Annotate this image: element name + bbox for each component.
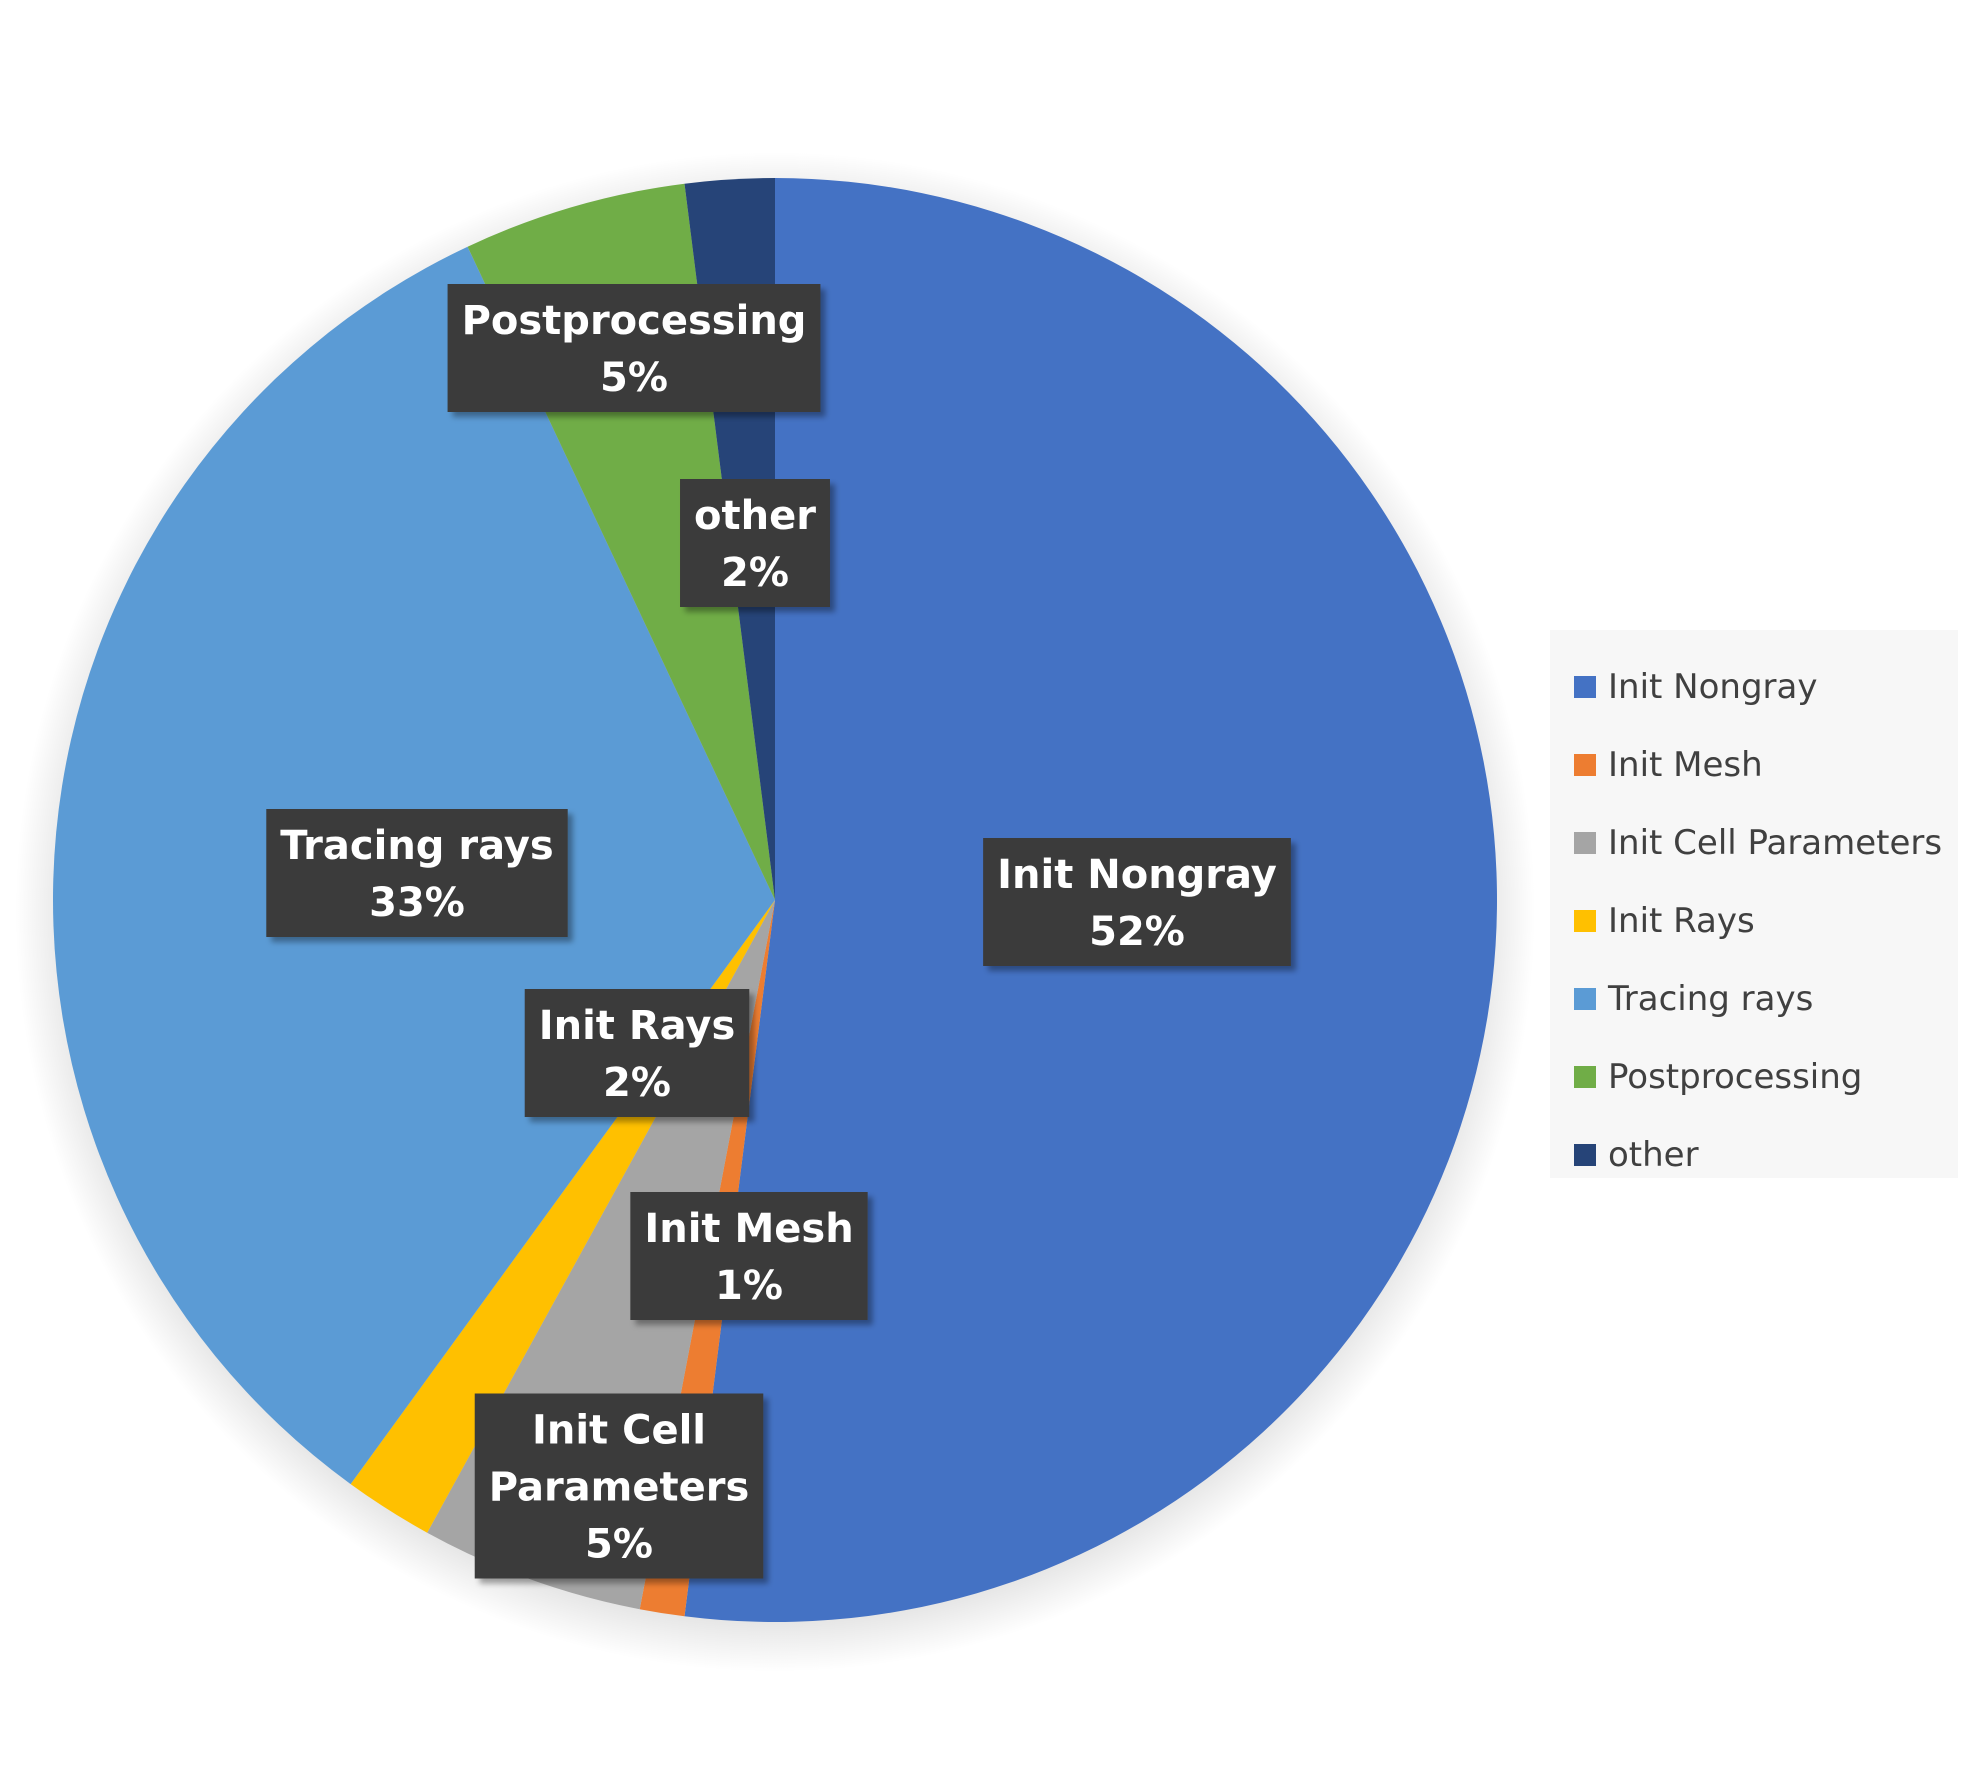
legend-swatch — [1574, 832, 1596, 854]
legend-label: Init Cell Parameters — [1608, 823, 1943, 863]
legend-item: other — [1574, 1116, 1958, 1194]
data-label-category: Init Cell — [532, 1408, 706, 1454]
data-label-category: Init Mesh — [644, 1206, 853, 1252]
legend-swatch — [1574, 676, 1596, 698]
legend-swatch — [1574, 1144, 1596, 1166]
data-label-category: Tracing rays — [280, 823, 553, 869]
legend-item: Tracing rays — [1574, 960, 1958, 1038]
data-label-other: other 2% — [680, 479, 830, 607]
data-label-init-cell-parameters: Init Cell Parameters 5% — [474, 1393, 764, 1579]
legend-item: Init Mesh — [1574, 726, 1958, 804]
data-label-value: 2% — [721, 550, 789, 596]
data-label-category: Init Rays — [539, 1003, 736, 1049]
data-labels: Init Nongray 52% Init Mesh 1% Init Cell Param… — [266, 284, 1291, 1579]
data-label-category: other — [694, 493, 816, 539]
legend-item: Init Nongray — [1574, 648, 1958, 726]
legend-label: Tracing rays — [1608, 979, 1814, 1019]
data-label-postprocessing: Postprocessing 5% — [447, 284, 821, 412]
data-label-value: 5% — [585, 1522, 653, 1568]
data-label-init-mesh: Init Mesh 1% — [630, 1192, 868, 1320]
legend-label: other — [1608, 1135, 1699, 1175]
data-label-value: 52% — [1089, 909, 1185, 955]
legend-swatch — [1574, 754, 1596, 776]
data-label-box — [524, 989, 750, 1117]
data-label-box — [447, 284, 821, 412]
data-label-box — [983, 838, 1291, 966]
data-label-box — [630, 1192, 868, 1320]
legend-swatch — [1574, 988, 1596, 1010]
legend: Init Nongray Init Mesh Init Cell Parameter… — [1550, 630, 1958, 1178]
data-label-init-rays: Init Rays 2% — [524, 989, 750, 1117]
legend-item: Init Cell Parameters — [1574, 804, 1958, 882]
data-label-value: 5% — [600, 355, 668, 401]
legend-swatch — [1574, 910, 1596, 932]
data-label-value: 33% — [369, 880, 465, 926]
legend-item: Init Rays — [1574, 882, 1958, 960]
legend-swatch — [1574, 1066, 1596, 1088]
legend-item: Postprocessing — [1574, 1038, 1958, 1116]
data-label-value: 2% — [603, 1060, 671, 1106]
data-label-value: 1% — [715, 1263, 783, 1309]
legend-label: Init Mesh — [1608, 745, 1763, 785]
legend-label: Postprocessing — [1608, 1057, 1863, 1097]
data-label-tracing-rays: Tracing rays 33% — [266, 809, 568, 937]
data-label-category: Init Nongray — [997, 852, 1277, 898]
data-label-box — [474, 1393, 764, 1579]
data-label-category: Parameters — [489, 1465, 750, 1511]
legend-label: Init Rays — [1608, 901, 1755, 941]
legend-label: Init Nongray — [1608, 667, 1818, 707]
data-label-init-nongray: Init Nongray 52% — [983, 838, 1291, 966]
data-label-category: Postprocessing — [462, 298, 807, 344]
data-label-box — [266, 809, 568, 937]
data-label-box — [680, 479, 830, 607]
